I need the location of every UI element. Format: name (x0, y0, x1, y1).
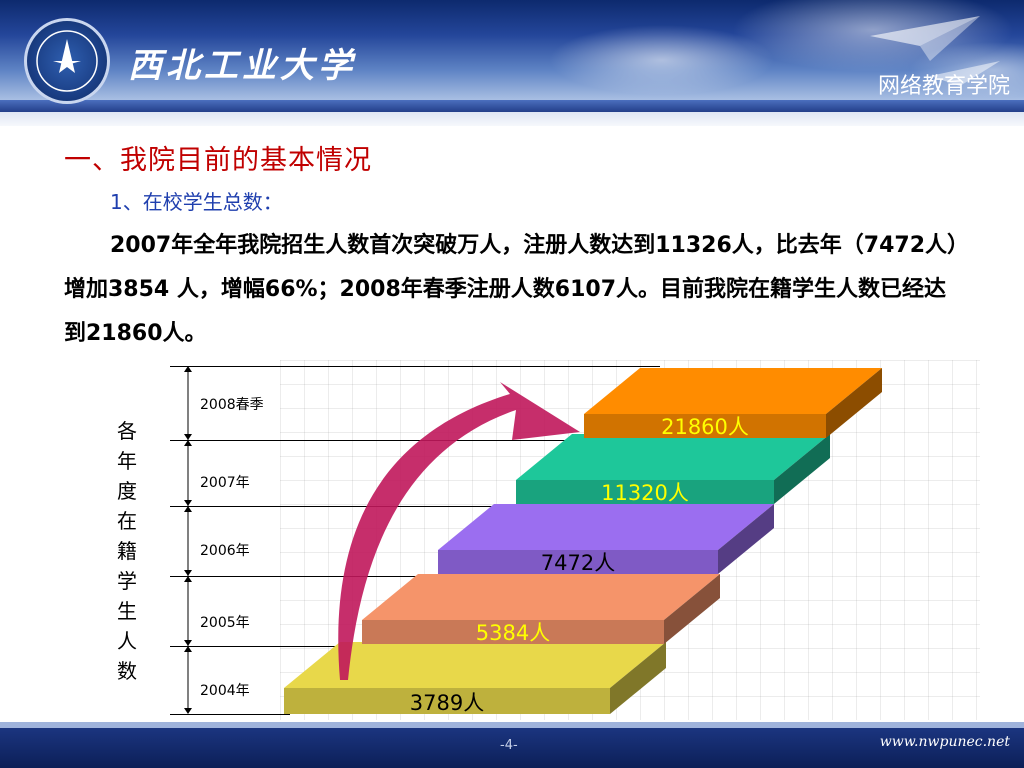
step-top-2005年 (362, 574, 720, 620)
university-logo-text: 西北工业大学 (128, 46, 356, 86)
vertical-label-char: 数 (117, 659, 137, 683)
band-line (170, 506, 530, 507)
step-side-2008春季 (826, 368, 882, 438)
band-line (170, 646, 370, 647)
step-bar-2005年 (362, 620, 664, 644)
step-value-label: 3789人 (410, 691, 484, 715)
step-bar-2004年 (284, 688, 610, 714)
step-side-2006年 (718, 504, 774, 574)
footer-bar (0, 728, 1024, 768)
year-label: 2008春季 (200, 397, 264, 413)
summary-paragraph: 2007年全年我院招生人数首次突破万人，注册人数达到11326人，比去年（747… (64, 233, 959, 346)
site-url: www.nwpunec.net (879, 734, 1010, 750)
step-value-label: 5384人 (476, 621, 550, 645)
step-bar-2007年 (516, 480, 774, 504)
band-line (170, 366, 660, 367)
chart-vertical-label: 各年度在籍学生人数 (112, 416, 142, 686)
page-number: -4- (500, 738, 518, 753)
footer-stripe (0, 722, 1024, 728)
cloud-background (420, 0, 1024, 100)
step-bar-2006年 (438, 550, 718, 574)
step-side-2005年 (664, 574, 720, 644)
step-value-label: 21860人 (661, 415, 749, 439)
subsection-title: 1、在校学生总数： (110, 190, 283, 214)
step-side-2004年 (610, 642, 666, 714)
vertical-label-char: 在 (117, 509, 137, 533)
step-side-2007年 (774, 434, 830, 504)
step-top-2006年 (438, 504, 774, 550)
paper-plane-icon (870, 16, 1000, 86)
step-bar-2008春季 (584, 414, 826, 438)
vertical-label-char: 籍 (117, 539, 137, 563)
step-value-label: 11320人 (601, 481, 689, 505)
band-line (170, 440, 570, 441)
section-title: 一、我院目前的基本情况 (64, 145, 372, 176)
band-line (170, 714, 290, 715)
band-line (170, 576, 440, 577)
step-top-2008春季 (584, 368, 882, 414)
year-label: 2007年 (200, 475, 250, 491)
vertical-label-char: 各 (117, 419, 137, 443)
vertical-label-char: 学 (117, 569, 137, 593)
vertical-label-char: 人 (117, 629, 137, 653)
step-top-2007年 (516, 434, 830, 480)
year-label: 2005年 (200, 615, 250, 631)
header-stripe-light (0, 112, 1024, 126)
step-value-label: 7472人 (541, 551, 615, 575)
vertical-label-char: 年 (117, 449, 137, 473)
header-stripe (0, 100, 1024, 112)
college-name: 网络教育学院 (877, 74, 1010, 99)
university-seal-icon (24, 18, 110, 104)
year-label: 2004年 (200, 683, 250, 699)
vertical-label-char: 度 (117, 479, 137, 503)
year-label: 2006年 (200, 543, 250, 559)
vertical-label-char: 生 (117, 599, 137, 623)
header-banner (0, 0, 1024, 100)
step-top-2004年 (284, 642, 666, 688)
